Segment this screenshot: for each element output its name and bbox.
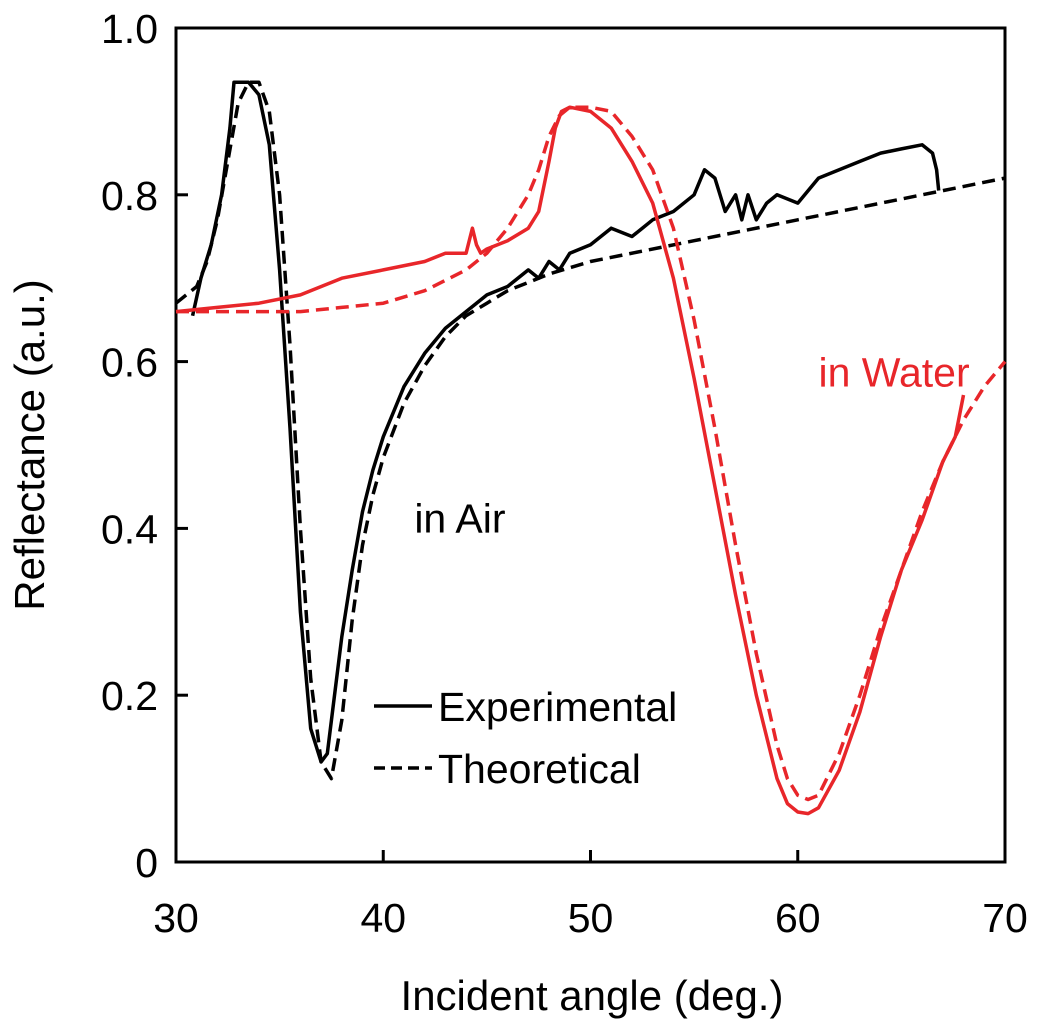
x-tick-label: 30: [153, 895, 199, 941]
y-tick-label: 0.2: [101, 673, 158, 719]
axis-ticks: 30 40 50 60 70 0 0.2 0.4 0.6 0.8 1.0: [101, 6, 1028, 941]
series-layer: [174, 80, 1007, 816]
x-tick-label: 50: [568, 895, 614, 941]
series-line-air-experimental: [190, 80, 941, 764]
y-tick-label: 0.4: [101, 506, 158, 552]
series-line-water-theoretical: [176, 105, 1007, 802]
series-line-water-experimental: [175, 105, 966, 816]
annotation-in-water: in Water: [818, 350, 969, 396]
x-axis-label: Incident angle (deg.): [401, 972, 784, 1019]
axis-labels: Incident angle (deg.) Reflectance (a.u.): [6, 279, 783, 1019]
y-tick-label: 0.6: [101, 340, 158, 386]
x-tick-label: 60: [775, 895, 821, 941]
legend: Experimental Theoretical: [374, 684, 677, 792]
legend-label-theoretical: Theoretical: [438, 746, 641, 792]
x-tick-label: 40: [360, 895, 406, 941]
x-tick-label: 70: [982, 895, 1028, 941]
series-line-air-theoretical: [174, 80, 1006, 781]
y-tick-label: 1.0: [101, 6, 158, 52]
annotation-in-air: in Air: [414, 496, 505, 542]
y-axis-label: Reflectance (a.u.): [6, 279, 53, 611]
legend-label-experimental: Experimental: [438, 684, 677, 730]
annotations: in Air in Water: [414, 350, 969, 542]
y-tick-label: 0.8: [101, 173, 158, 219]
y-tick-label: 0: [135, 840, 158, 886]
